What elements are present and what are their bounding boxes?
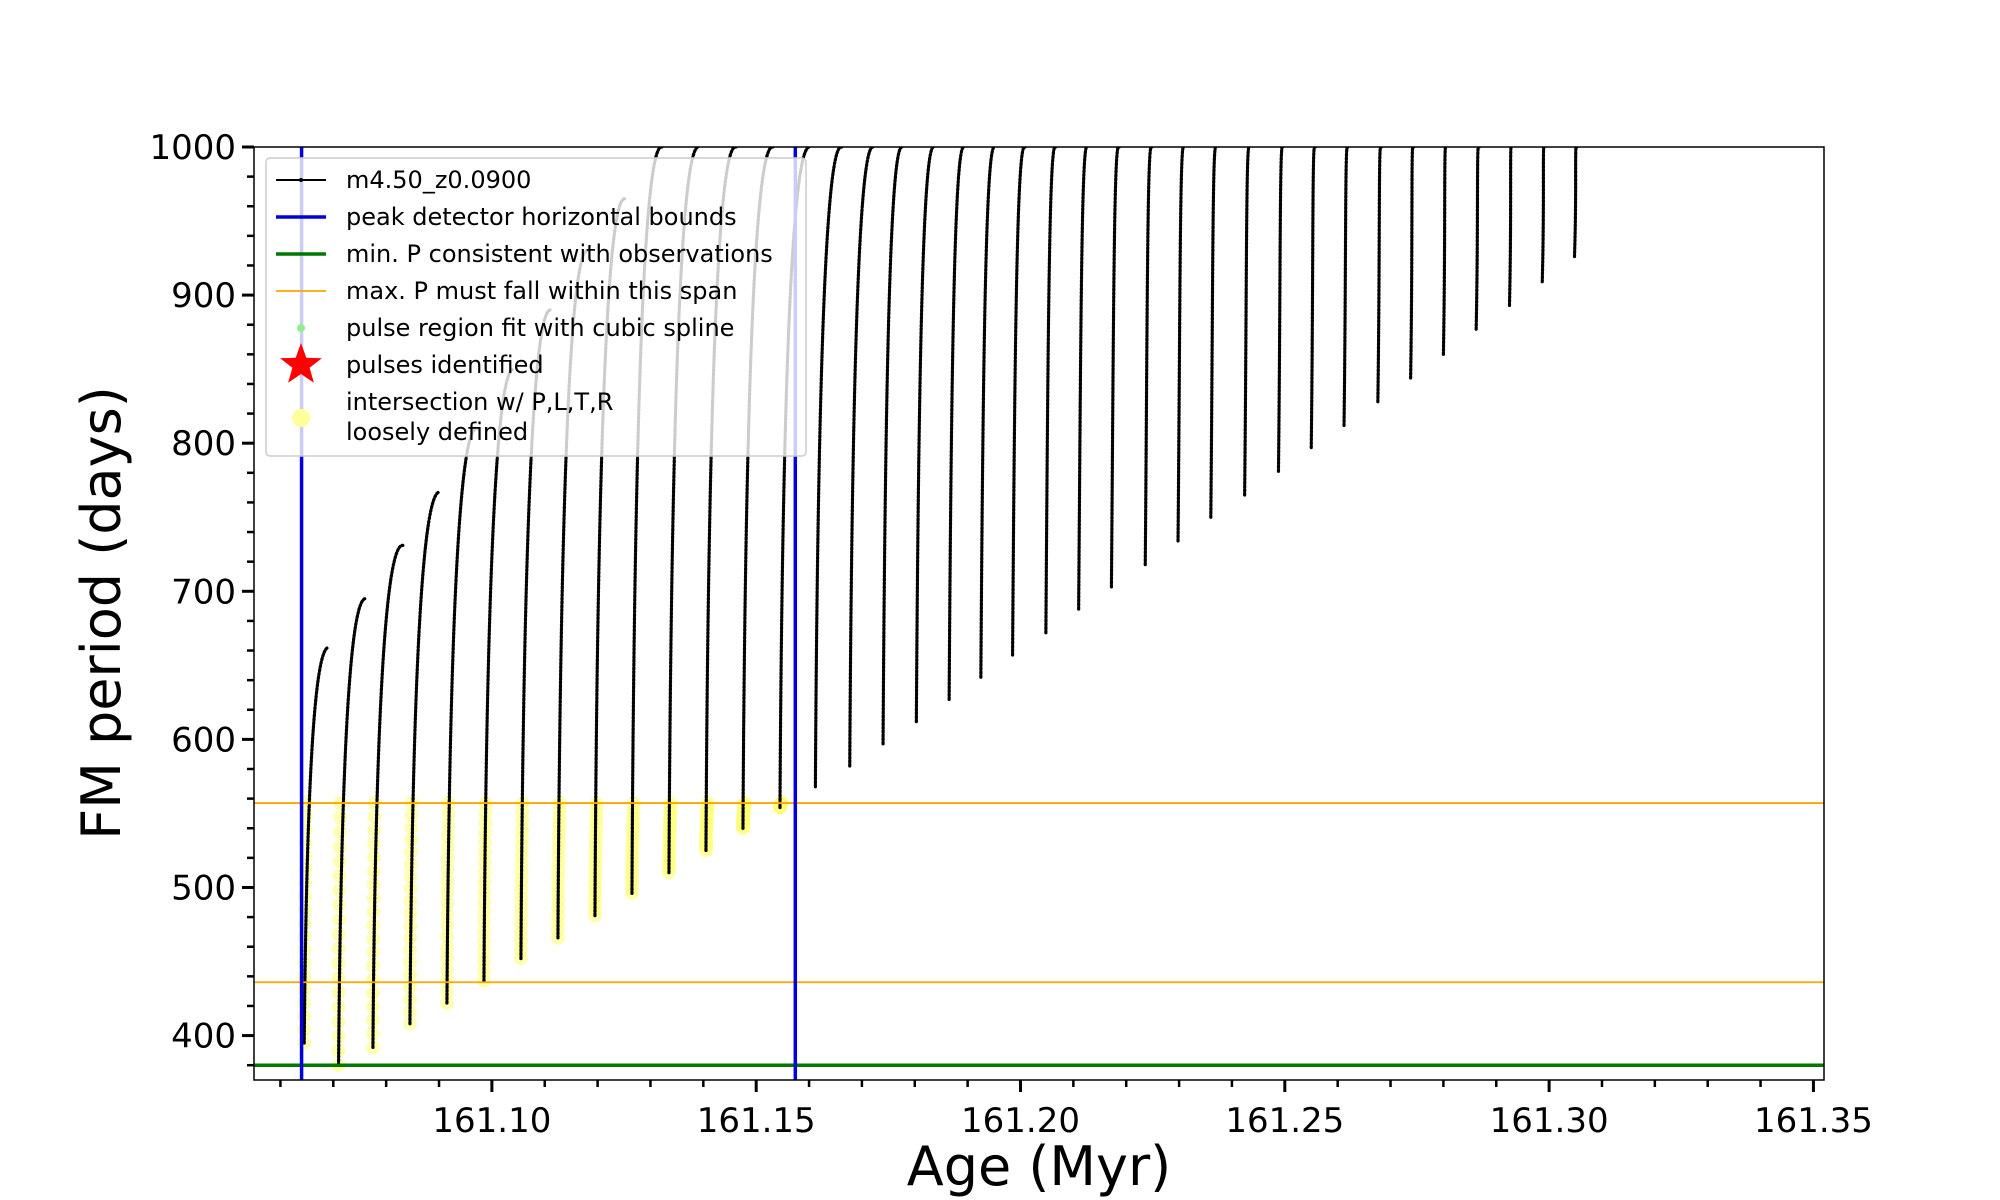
- y-tick-label: 600: [171, 720, 236, 760]
- pulse-curve: [881, 147, 904, 746]
- y-tick-label: 400: [171, 1017, 236, 1057]
- legend-swatch-marker: [299, 178, 303, 182]
- pulse-curve: [1044, 147, 1058, 635]
- y-axis-label: FM period (days): [70, 386, 133, 840]
- pulse-curve: [1540, 147, 1547, 284]
- legend-swatch-star: [280, 343, 322, 383]
- pulse-curve: [1176, 147, 1186, 543]
- intersection-marker: [332, 854, 347, 869]
- intersection-marker: [367, 836, 382, 851]
- legend-label: pulses identified: [346, 351, 544, 379]
- legend-label: pulse region fit with cubic spline: [346, 314, 734, 342]
- pulse-curve: [813, 147, 844, 789]
- pulse-curve: [848, 147, 875, 768]
- intersection-marker: [332, 883, 347, 898]
- y-tick-label: 1000: [149, 128, 236, 168]
- intersection-marker: [367, 809, 382, 824]
- intersection-marker: [332, 839, 347, 854]
- pulse-curve: [408, 490, 442, 1026]
- x-tick-label: 161.30: [1490, 1101, 1609, 1141]
- plot-frame: [253, 146, 1825, 1081]
- axes: 161.10 161.15 161.20 161.25 161.30 161.35 400 5…: [149, 128, 1872, 1141]
- pulse-curve: [336, 597, 368, 1067]
- pulse-curve: [947, 147, 966, 701]
- legend-label: intersection w/ P,L,T,R loosely defined: [346, 388, 613, 446]
- pulse-curve: [1474, 147, 1481, 331]
- legend-label: peak detector horizontal bounds: [346, 203, 737, 231]
- intersection-marker: [332, 868, 347, 883]
- pulse-curve: [1342, 147, 1350, 428]
- pulse-curve: [302, 645, 331, 1045]
- x-tick-label: 161.20: [961, 1101, 1080, 1141]
- legend-label: max. P must fall within this span: [346, 277, 737, 305]
- x-tick-label: 161.25: [1225, 1101, 1344, 1141]
- x-tick-label: 161.10: [432, 1101, 551, 1141]
- intersection-marker: [333, 825, 348, 840]
- pulse-curve: [979, 147, 997, 679]
- pulse-curve: [1109, 147, 1121, 589]
- pulse-curve: [1243, 147, 1252, 497]
- x-tick-label: 161.15: [697, 1101, 816, 1141]
- y-tick-label: 700: [171, 572, 236, 612]
- legend-box: [265, 157, 807, 457]
- pulse-curve: [1209, 147, 1218, 519]
- pulse-curve: [1309, 147, 1317, 450]
- legend-label: m4.50_z0.0900: [346, 166, 531, 194]
- pulse-curve: [371, 543, 405, 1050]
- pulse-curve: [1507, 147, 1514, 308]
- pulse-curve: [1376, 147, 1383, 404]
- pulse-curve: [1276, 147, 1285, 473]
- pulse-curve: [1010, 147, 1027, 657]
- pulse-curve: [1409, 147, 1416, 380]
- x-axis-label: Age (Myr): [907, 1135, 1172, 1198]
- legend-swatch-dot: [297, 324, 305, 332]
- pulse-curve: [1441, 147, 1448, 356]
- pulse-curve: [914, 147, 936, 724]
- pulse-curve: [1572, 147, 1579, 259]
- y-tick-label: 900: [171, 276, 236, 316]
- pulse-curve: [1143, 147, 1154, 567]
- intersection-marker: [367, 823, 382, 838]
- intersection-marker: [333, 810, 348, 825]
- pulse-curve: [1077, 147, 1089, 611]
- x-tick-label: 161.35: [1754, 1101, 1873, 1141]
- legend-label: min. P consistent with observations: [346, 240, 773, 268]
- legend-swatch-circle: [292, 409, 310, 427]
- y-tick-label: 800: [171, 424, 236, 464]
- y-tick-label: 500: [171, 868, 236, 908]
